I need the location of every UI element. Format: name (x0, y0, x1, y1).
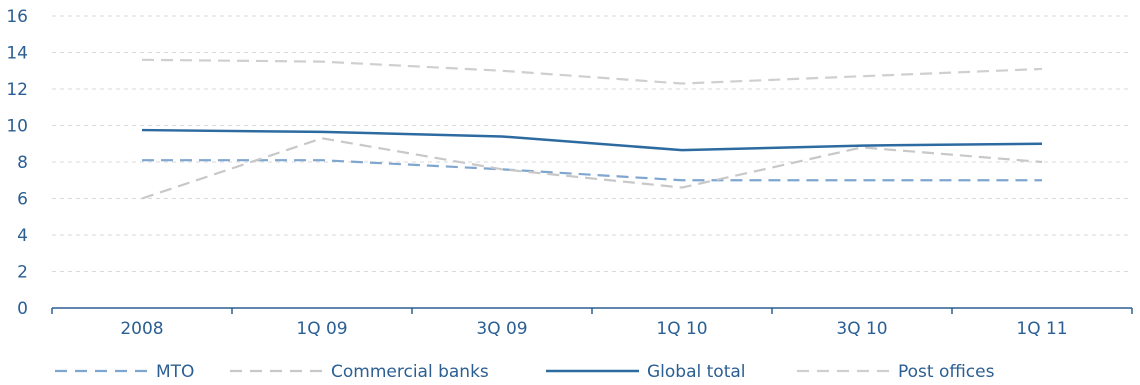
legend-label: Post offices (898, 362, 995, 382)
grid-lines (52, 15, 1132, 272)
y-tick-label: 10 (6, 117, 28, 137)
y-axis: 0 2 4 6 8 10 12 14 16 (6, 7, 28, 319)
y-tick-label: 4 (17, 226, 28, 246)
x-tick-label: 3Q 09 (476, 319, 527, 339)
y-tick-label: 14 (6, 44, 28, 64)
y-tick-label: 0 (17, 299, 28, 319)
legend-label: Global total (647, 362, 746, 382)
legend-label: Commercial banks (331, 362, 489, 382)
series-line-commercial-banks (141, 137, 1043, 200)
y-tick-label: 8 (17, 153, 28, 173)
x-tick-label: 3Q 10 (836, 319, 887, 339)
legend: MTO Commercial banks Global total Post offi… (55, 362, 995, 382)
x-tick-label: 1Q 09 (296, 319, 347, 339)
series-line-mto (142, 159, 1042, 182)
y-tick-label: 16 (6, 7, 28, 27)
x-tick-label: 1Q 10 (656, 319, 707, 339)
y-tick-label: 6 (17, 190, 28, 210)
x-axis: 2008 1Q 09 3Q 09 1Q 10 3Q 10 1Q 11 (51, 307, 1133, 339)
y-tick-label: 2 (17, 263, 28, 283)
x-tick-label: 1Q 11 (1016, 319, 1067, 339)
x-tick-label: 2008 (120, 319, 163, 339)
y-tick-label: 12 (6, 80, 28, 100)
series-line-post-offices (141, 58, 1043, 85)
series-lines (141, 58, 1043, 200)
legend-label: MTO (156, 362, 194, 382)
series-line-global-total (141, 128, 1043, 152)
